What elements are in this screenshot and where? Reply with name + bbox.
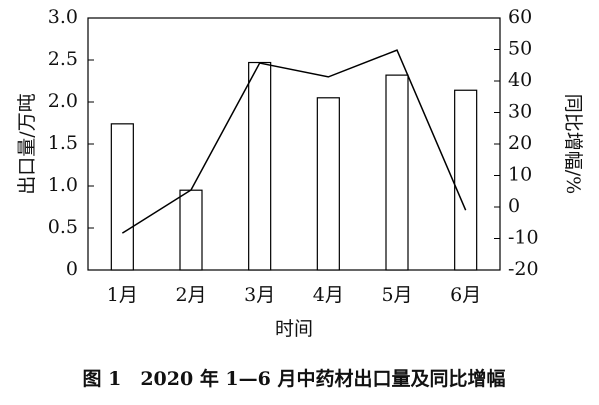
- x-axis-label: 时间: [275, 318, 313, 340]
- line: [121, 49, 467, 234]
- x-tick-label: 2月: [175, 284, 206, 306]
- bar: [110, 123, 134, 271]
- bar: [316, 97, 340, 271]
- x-tick-label: 1月: [107, 284, 138, 306]
- y2-tick-label: 50: [508, 38, 532, 60]
- bar: [179, 189, 203, 271]
- y2-tick-label: 20: [508, 132, 532, 154]
- chart-title: 图 1 2020 年 1—6 月中药材出口量及同比增幅: [82, 367, 505, 390]
- y-tick-label: 2.0: [48, 90, 78, 112]
- bar: [248, 61, 272, 271]
- x-tick-label: 5月: [381, 284, 412, 306]
- y2-tick-label: -10: [508, 227, 539, 249]
- y2-tick-label: 60: [508, 6, 532, 28]
- y2-tick-label: 0: [508, 195, 520, 217]
- plot-frame: [87, 17, 501, 271]
- y2-tick-label: 30: [508, 101, 532, 123]
- y-tick-label: 0.5: [48, 216, 78, 238]
- y2-tick-label: -20: [508, 258, 539, 280]
- y-tick-label: 2.5: [48, 48, 78, 70]
- x-tick-label: 6月: [450, 284, 481, 306]
- y-tick-label: 3.0: [48, 6, 78, 28]
- bar: [385, 74, 409, 271]
- y-tick-label: 1.0: [48, 174, 78, 196]
- x-tick-label: 4月: [313, 284, 344, 306]
- y-tick-label: 1.5: [48, 132, 78, 154]
- y-tick-label: 0: [66, 258, 78, 280]
- y-axis-label: 出口量/万吨: [16, 93, 38, 194]
- x-tick-label: 3月: [244, 284, 275, 306]
- y2-tick-label: 10: [508, 164, 532, 186]
- bar: [454, 89, 478, 271]
- y2-tick-label: 40: [508, 69, 532, 91]
- y2-axis-label: 同比增幅/%: [562, 94, 584, 194]
